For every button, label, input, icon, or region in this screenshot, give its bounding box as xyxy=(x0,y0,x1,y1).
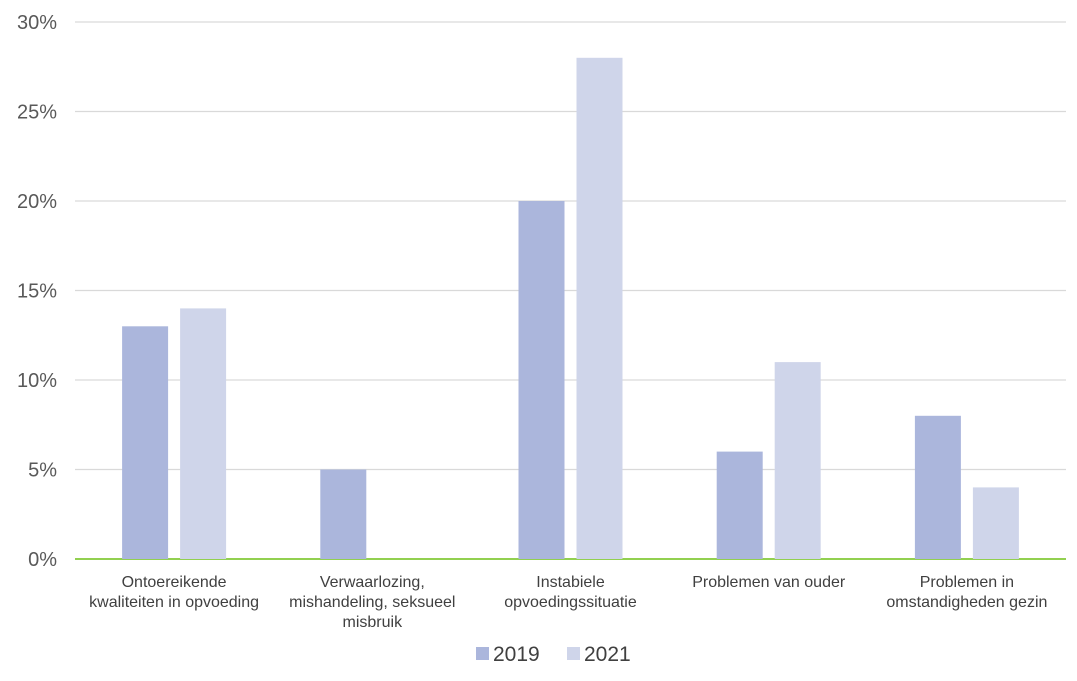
y-tick-label: 30% xyxy=(17,12,57,34)
bar-2019 xyxy=(320,469,367,559)
x-axis-category-labels: Ontoereikende kwaliteiten in opvoeding Ver… xyxy=(89,574,1047,631)
y-tick-label: 25% xyxy=(17,102,57,124)
legend-label-2019: 2019 xyxy=(493,643,540,666)
y-axis-tick-labels: 0% 5% 10% 15% 20% 25% 30% xyxy=(17,12,57,571)
bar-2021 xyxy=(576,57,623,560)
bar-2019 xyxy=(716,451,763,559)
bar-2019 xyxy=(914,415,961,559)
legend: 2019 2021 xyxy=(476,643,631,666)
y-tick-label: 15% xyxy=(17,281,57,303)
y-tick-label: 0% xyxy=(28,549,57,571)
legend-swatch-2019 xyxy=(476,647,489,660)
x-category-label: Verwaarlozing, mishandeling, seksueel misb… xyxy=(289,574,455,631)
bars xyxy=(122,57,1019,560)
gridlines xyxy=(75,21,1066,560)
x-category-label: Problemen in omstandigheden gezin xyxy=(886,574,1047,611)
bar-2021 xyxy=(774,362,821,559)
y-tick-label: 5% xyxy=(28,460,57,482)
y-tick-label: 10% xyxy=(17,370,57,392)
y-tick-label: 20% xyxy=(17,191,57,213)
bar-2021 xyxy=(972,487,1019,559)
bar-2019 xyxy=(518,201,565,559)
bar-2019 xyxy=(122,326,169,559)
legend-label-2021: 2021 xyxy=(584,643,631,666)
x-category-label: Problemen van ouder xyxy=(692,574,846,591)
bar-2021 xyxy=(180,308,227,559)
x-category-label: Ontoereikende kwaliteiten in opvoeding xyxy=(89,574,259,611)
x-category-label: Instabiele opvoedingssituatie xyxy=(504,574,637,611)
legend-swatch-2021 xyxy=(567,647,580,660)
